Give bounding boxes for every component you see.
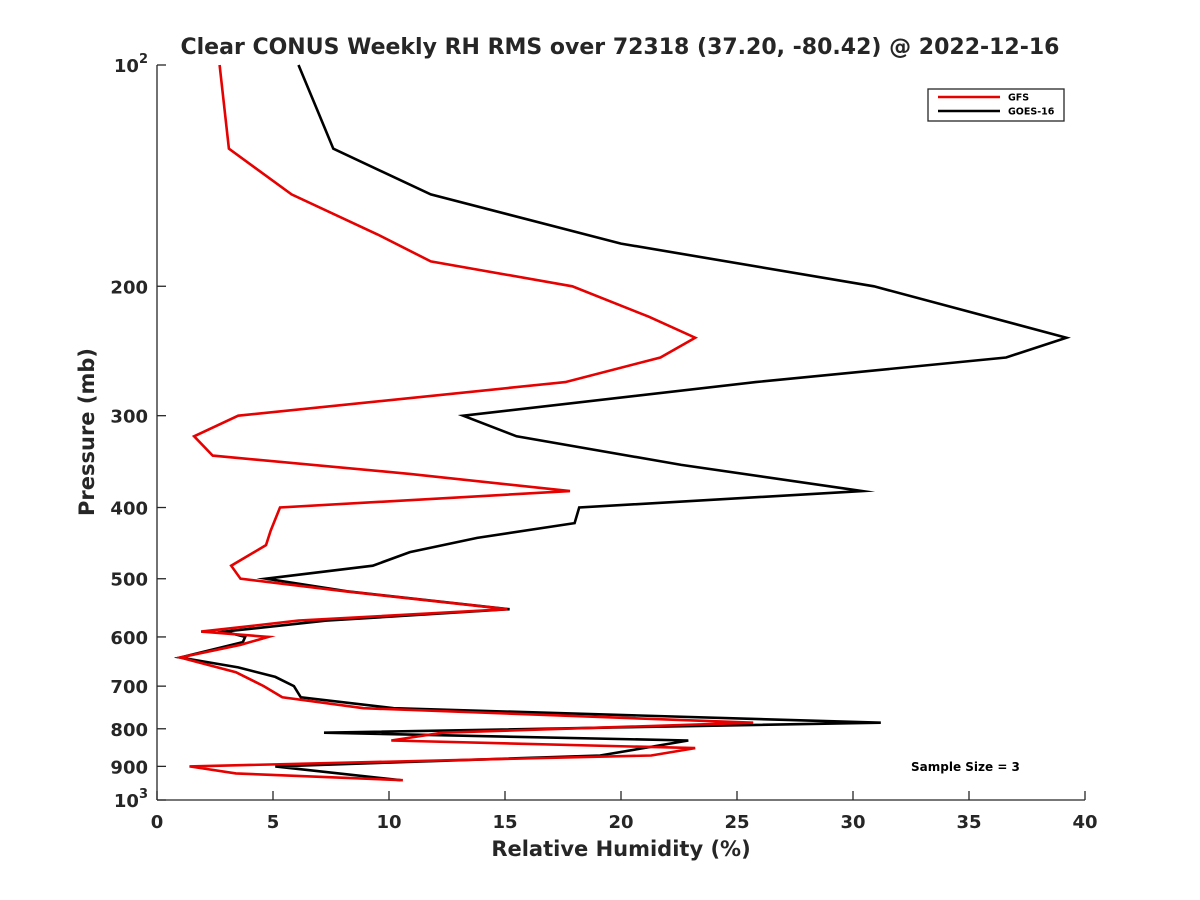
y-tick-label: 500 — [110, 570, 148, 591]
legend-label-gfs: GFS — [1008, 93, 1029, 104]
y-tick-label: 103 — [114, 787, 148, 812]
y-tick-label: 300 — [110, 407, 148, 428]
legend-label-goes-16: GOES-16 — [1008, 107, 1055, 118]
x-tick-label: 10 — [376, 812, 401, 833]
y-tick-label: 400 — [110, 499, 148, 520]
y-tick-label: 700 — [110, 677, 148, 698]
y-tick-label: 900 — [110, 757, 148, 778]
x-tick-label: 25 — [724, 812, 749, 833]
x-tick-label: 5 — [267, 812, 280, 833]
series-line-gfs — [174, 64, 754, 782]
y-tick-label: 102 — [114, 52, 148, 77]
y-tick-base: 10 — [114, 791, 139, 812]
x-tick-label: 30 — [840, 812, 865, 833]
y-tick-base: 10 — [114, 56, 139, 77]
y-tick-label: 600 — [110, 628, 148, 649]
x-axis-label: Relative Humidity (%) — [491, 837, 750, 861]
sample-size-annotation: Sample Size = 3 — [911, 760, 1020, 774]
x-tick-label: 0 — [151, 812, 164, 833]
x-tick-label: 35 — [956, 812, 981, 833]
y-tick-exponent: 3 — [139, 787, 148, 802]
series — [173, 64, 1071, 782]
ticks: 0 5 10 15 20 25 30 35 40 200 300 400 500 600 700 800 900… — [110, 52, 1097, 833]
legend-box — [927, 88, 1065, 122]
x-tick-label: 40 — [1072, 812, 1097, 833]
y-tick-exponent: 2 — [139, 52, 148, 67]
x-tick-label: 15 — [492, 812, 517, 833]
y-axis-label: Pressure (mb) — [75, 348, 99, 516]
x-tick-label: 20 — [608, 812, 633, 833]
chart-title: Clear CONUS Weekly RH RMS over 72318 (37… — [181, 35, 1060, 60]
y-tick-label: 200 — [110, 277, 148, 298]
y-tick-label: 800 — [110, 720, 148, 741]
legend: GFS GOES-16 — [927, 88, 1065, 122]
